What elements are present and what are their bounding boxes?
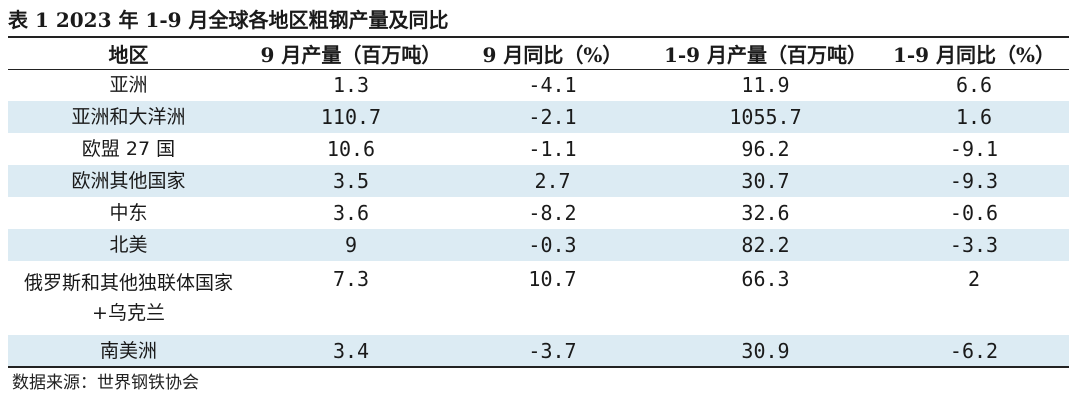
header-sep-output: 9 月产量（百万吨） (260, 43, 442, 67)
header-row: 地区 9 月产量（百万吨） 9 月同比（%） 1-9 月产量（百万吨） 1-9 … (8, 38, 1069, 69)
bottom-rule (8, 366, 1069, 368)
ytd-yoy-cell: 6.6 (955, 73, 993, 97)
table-row: 中东 3.6 -8.2 32.6 -0.6 (8, 197, 1069, 229)
ytd-yoy-cell: -9.3 (879, 165, 1069, 197)
ytd-yoy-cell: -3.3 (879, 229, 1069, 261)
sep-output-cell: 3.6 (332, 201, 370, 225)
region-cell: 中东 (109, 202, 148, 224)
sep-output-cell: 1.3 (332, 73, 370, 97)
steel-output-table: 地区 9 月产量（百万吨） 9 月同比（%） 1-9 月产量（百万吨） 1-9 … (8, 38, 1069, 367)
sep-yoy-cell: 2.7 (453, 165, 652, 197)
sep-output-cell: 3.5 (249, 165, 453, 197)
region-cell: 亚洲和大洋洲 (8, 101, 249, 133)
sep-output-cell: 3.4 (249, 335, 453, 367)
sep-output-cell: 9 (249, 229, 453, 261)
ytd-yoy-cell: 2 (967, 267, 981, 291)
header-ytd-yoy: 1-9 月同比（%） (892, 43, 1056, 67)
region-cell: 欧洲其他国家 (8, 165, 249, 197)
ytd-yoy-cell: 1.6 (879, 101, 1069, 133)
header-ytd-output: 1-9 月产量（百万吨） (663, 43, 868, 67)
ytd-output-cell: 11.9 (741, 73, 790, 97)
top-rule (8, 36, 1069, 38)
region-cell: 欧盟 27 国 (81, 138, 176, 160)
region-cell: 亚洲 (109, 74, 148, 96)
ytd-output-cell: 30.9 (652, 335, 879, 367)
sep-yoy-cell: -2.1 (453, 101, 652, 133)
sep-yoy-cell: -4.1 (528, 73, 577, 97)
ytd-output-cell: 30.7 (652, 165, 879, 197)
data-source-note: 数据来源：世界钢铁协会 (12, 373, 199, 393)
sep-yoy-cell: -8.2 (528, 201, 577, 225)
region-cell: 北美 (8, 229, 249, 261)
sep-yoy-cell: -1.1 (528, 137, 577, 161)
region-cell: 南美洲 (8, 335, 249, 367)
ytd-output-cell: 32.6 (741, 201, 790, 225)
sep-yoy-cell: 10.7 (528, 267, 577, 291)
ytd-yoy-cell: -6.2 (879, 335, 1069, 367)
table-row: 欧盟 27 国 10.6 -1.1 96.2 -9.1 (8, 133, 1069, 165)
ytd-yoy-cell: -9.1 (949, 137, 999, 161)
header-rule (8, 69, 1069, 70)
ytd-output-cell: 96.2 (741, 137, 790, 161)
table-caption: 表 1 2023 年 1-9 月全球各地区粗钢产量及同比 (8, 8, 449, 32)
region-cell: 俄罗斯和其他独联体国家+乌克兰 (23, 272, 233, 324)
ytd-yoy-cell: -0.6 (949, 201, 999, 225)
table-row: 南美洲 3.4 -3.7 30.9 -6.2 (8, 335, 1069, 367)
sep-output-cell: 7.3 (332, 267, 370, 291)
sep-output-cell: 110.7 (249, 101, 453, 133)
table-row: 欧洲其他国家 3.5 2.7 30.7 -9.3 (8, 165, 1069, 197)
ytd-output-cell: 82.2 (652, 229, 879, 261)
sep-output-cell: 10.6 (326, 137, 376, 161)
ytd-output-cell: 1055.7 (652, 101, 879, 133)
sep-yoy-cell: -0.3 (453, 229, 652, 261)
header-region: 地区 (108, 43, 149, 67)
table-row: 亚洲 1.3 -4.1 11.9 6.6 (8, 69, 1069, 101)
table-row: 俄罗斯和其他独联体国家+乌克兰 7.3 10.7 66.3 2 (8, 261, 1069, 335)
sep-yoy-cell: -3.7 (453, 335, 652, 367)
table-row: 北美 9 -0.3 82.2 -3.3 (8, 229, 1069, 261)
ytd-output-cell: 66.3 (741, 267, 790, 291)
table-row: 亚洲和大洋洲 110.7 -2.1 1055.7 1.6 (8, 101, 1069, 133)
header-sep-yoy: 9 月同比（%） (482, 43, 623, 67)
